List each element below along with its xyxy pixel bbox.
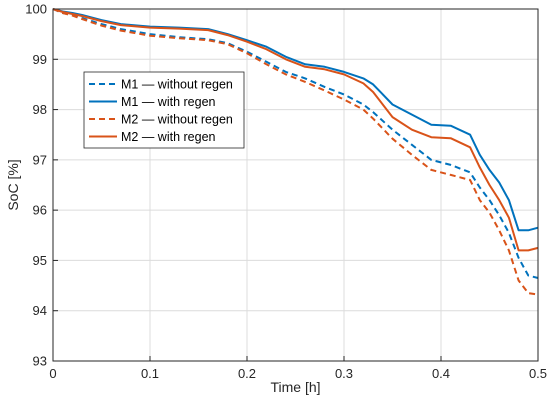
series-layer: [52, 8, 539, 296]
y-tick-label: 97: [33, 152, 47, 167]
series-4-line: [52, 8, 539, 252]
legend-label: M1 — without regen: [121, 78, 233, 92]
legend-label: M2 — without regen: [121, 113, 233, 127]
y-tick-label: 94: [33, 303, 47, 318]
y-tick-label: 93: [33, 354, 47, 369]
x-axis-title: Time [h]: [270, 379, 320, 395]
plot-area: [53, 9, 538, 361]
x-tick-label: 0.3: [335, 366, 353, 381]
y-tick-label: 98: [33, 102, 47, 117]
x-tick-label: 0.4: [432, 366, 450, 381]
y-axis-title: SoC [%]: [5, 159, 21, 210]
legend: M1 — without regen M1 — with regen M2 — wi…: [83, 71, 245, 149]
legend-label: M2 — with regen: [121, 130, 216, 144]
x-tick-label: 0.2: [238, 366, 256, 381]
x-tick-label: 0.5: [529, 366, 547, 381]
y-tick-label: 95: [33, 253, 47, 268]
x-tick-label: 0: [49, 366, 56, 381]
x-tick-label: 0.1: [141, 366, 159, 381]
series-1-line: [52, 8, 539, 279]
plot-frame: [52, 8, 539, 362]
legend-label: M1 — with regen: [121, 95, 216, 109]
series-3-line: [52, 8, 539, 296]
y-tick-label: 96: [33, 203, 47, 218]
y-tick-label: 99: [33, 52, 47, 67]
y-tick-label: 100: [25, 2, 47, 17]
y-axis-ticks: 93 94 95 96 97 98 99 100: [25, 2, 58, 369]
x-axis-ticks: 0 0.1 0.2 0.3 0.4 0.5: [49, 356, 547, 381]
